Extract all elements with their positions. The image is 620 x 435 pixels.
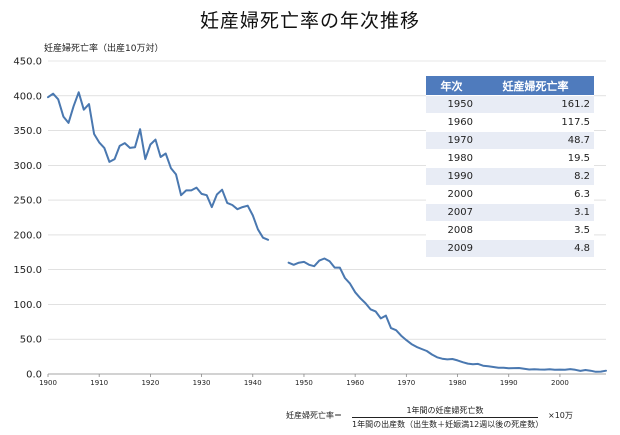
x-axis-ticks: 1900 1910 1920 1930 1940 1950 1960 1970 1980 1990…	[39, 374, 569, 387]
table-cell-year: 1960	[426, 113, 477, 132]
table-cell-rate: 117.5	[477, 113, 594, 132]
table-cell-rate: 3.5	[477, 221, 594, 240]
table-header-year: 年次	[426, 76, 477, 96]
x-tick-label: 1960	[346, 379, 364, 387]
formula-fraction: 1年間の妊産婦死亡数 1年間の出産数（出生数＋妊娠満12週以後の死産数）	[352, 405, 544, 430]
formula-multiplier: ×10万	[548, 411, 573, 420]
x-tick-label: 1920	[141, 379, 159, 387]
series-line	[287, 257, 607, 373]
formula-denominator: 1年間の出産数（出生数＋妊娠満12週以後の死産数）	[352, 420, 544, 429]
table-cell-rate: 19.5	[477, 149, 594, 168]
table-cell-year: 2000	[426, 185, 477, 204]
series-line	[47, 91, 270, 241]
table-cell-year: 1950	[426, 95, 477, 114]
table-cell-rate: 8.2	[477, 167, 594, 186]
table-cell-year: 2007	[426, 203, 477, 222]
y-tick-label: 200.0	[13, 230, 42, 241]
y-tick-label: 400.0	[13, 91, 42, 102]
chart-title: 妊産婦死亡率の年次推移	[199, 10, 420, 32]
table-row: 1960 117.5	[426, 113, 594, 132]
table-cell-rate: 48.7	[477, 131, 594, 150]
x-tick-label: 1990	[500, 379, 518, 387]
table-cell-year: 1980	[426, 149, 477, 168]
x-tick-label: 1980	[449, 379, 467, 387]
x-tick-label: 1900	[39, 379, 57, 387]
table-row: 1980 19.5	[426, 149, 594, 168]
table-cell-year: 2008	[426, 221, 477, 240]
table-row: 2007 3.1	[426, 203, 594, 222]
table-cell-rate: 4.8	[477, 239, 594, 257]
x-tick-label: 2000	[551, 379, 569, 387]
table-body: 1950 161.2 1960 117.5 1970 48.7 1980 19.5 1990 8.…	[426, 95, 594, 257]
table-row: 2009 4.8	[426, 239, 594, 257]
formula-numerator: 1年間の妊産婦死亡数	[352, 405, 538, 418]
table-cell-year: 2009	[426, 239, 477, 257]
y-tick-label: 300.0	[13, 161, 42, 172]
x-tick-label: 1910	[90, 379, 108, 387]
table-cell-rate: 6.3	[477, 185, 594, 204]
table-header-rate: 妊産婦死亡率	[477, 76, 594, 96]
x-tick-label: 1970	[397, 379, 415, 387]
y-tick-label: 0.0	[26, 370, 42, 381]
table-row: 1990 8.2	[426, 167, 594, 186]
table-row: 1970 48.7	[426, 131, 594, 150]
formula-lhs: 妊産婦死亡率＝	[286, 411, 342, 420]
y-axis-label: 妊産婦死亡率（出産10万対）	[44, 44, 164, 54]
table-cell-rate: 3.1	[477, 203, 594, 222]
y-tick-label: 450.0	[13, 57, 42, 68]
data-table: 年次 妊産婦死亡率 1950 161.2 1960 117.5 1970 48.7 1980…	[426, 76, 594, 257]
series-lines	[47, 91, 607, 373]
x-tick-label: 1950	[295, 379, 313, 387]
y-axis-ticks: 0.0 50.0 100.0 150.0 200.0 250.0 300.0 350.0 400…	[13, 57, 42, 381]
x-tick-label: 1930	[193, 379, 211, 387]
table-cell-year: 1990	[426, 167, 477, 186]
table-cell-rate: 161.2	[477, 95, 594, 114]
table-row: 2000 6.3	[426, 185, 594, 204]
y-tick-label: 50.0	[20, 335, 42, 346]
y-tick-label: 250.0	[13, 196, 42, 207]
y-tick-label: 100.0	[13, 300, 42, 311]
y-tick-label: 350.0	[13, 126, 42, 137]
y-tick-label: 150.0	[13, 265, 42, 276]
table-row: 2008 3.5	[426, 221, 594, 240]
x-tick-label: 1940	[244, 379, 262, 387]
table-row: 1950 161.2	[426, 95, 594, 114]
table-cell-year: 1970	[426, 131, 477, 150]
